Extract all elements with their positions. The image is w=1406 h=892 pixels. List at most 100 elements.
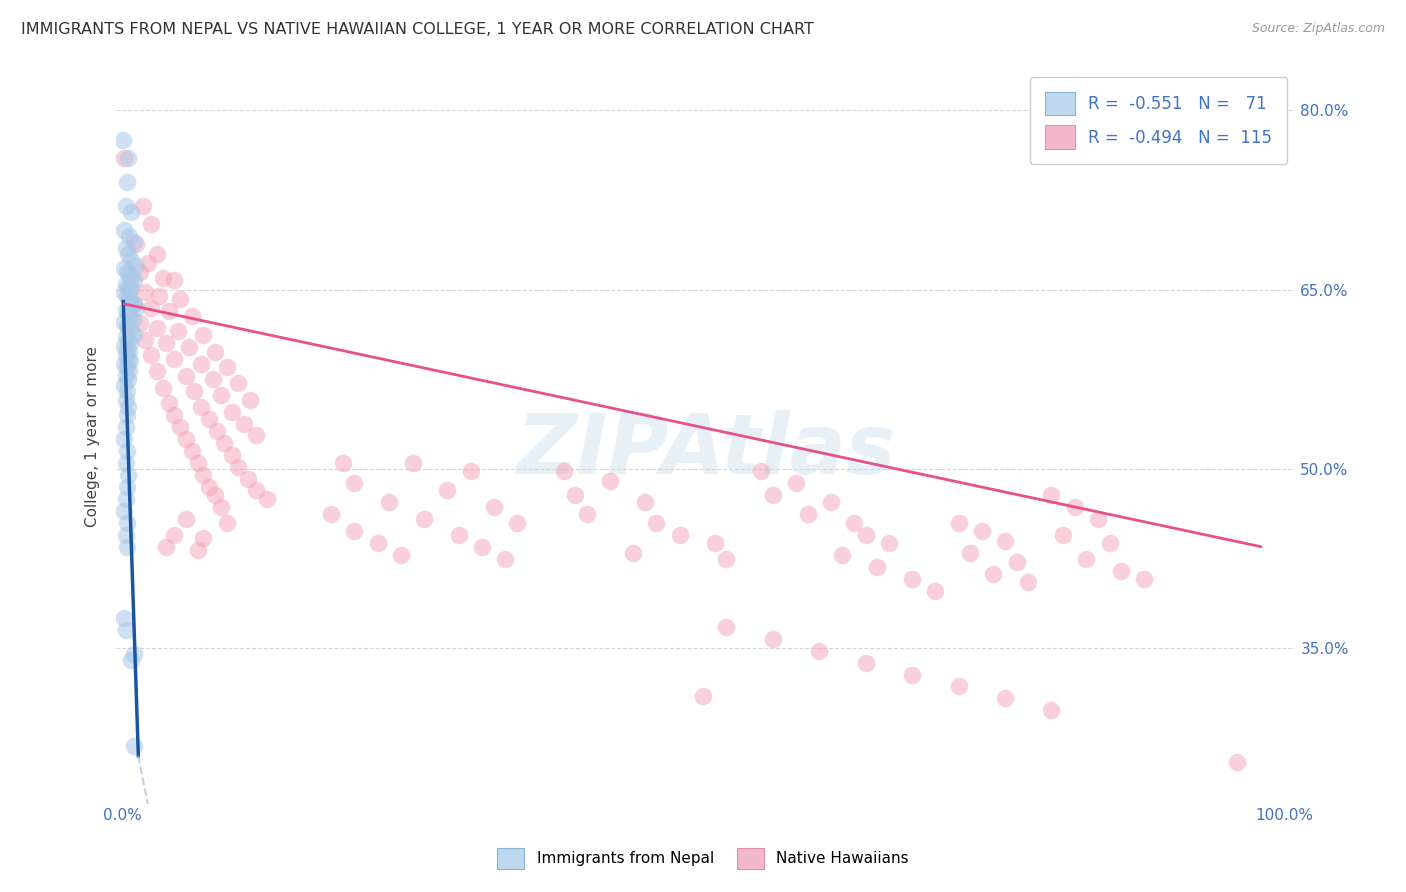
Point bbox=[114, 277, 136, 291]
Point bbox=[115, 384, 138, 399]
Point bbox=[112, 339, 135, 353]
Point bbox=[193, 531, 215, 545]
Point bbox=[118, 344, 141, 359]
Point bbox=[115, 408, 138, 422]
Point bbox=[115, 265, 138, 279]
Point bbox=[115, 444, 138, 458]
Point bbox=[207, 424, 229, 438]
Point bbox=[831, 548, 853, 562]
Point bbox=[112, 285, 135, 299]
Point bbox=[120, 270, 142, 285]
Point bbox=[190, 357, 212, 371]
Point bbox=[1226, 755, 1249, 769]
Point bbox=[115, 175, 138, 189]
Point bbox=[152, 381, 174, 395]
Point bbox=[714, 551, 737, 566]
Point bbox=[122, 273, 145, 287]
Point bbox=[209, 388, 232, 402]
Point bbox=[169, 420, 191, 434]
Point bbox=[785, 476, 807, 491]
Point bbox=[436, 483, 458, 498]
Point bbox=[321, 508, 343, 522]
Point bbox=[114, 491, 136, 506]
Legend: R =  -0.551   N =   71, R =  -0.494   N =  115: R = -0.551 N = 71, R = -0.494 N = 115 bbox=[1029, 77, 1286, 164]
Point bbox=[132, 199, 155, 213]
Point bbox=[645, 516, 668, 530]
Point bbox=[114, 420, 136, 434]
Point bbox=[112, 432, 135, 446]
Point bbox=[120, 294, 142, 309]
Point bbox=[114, 392, 136, 407]
Point bbox=[174, 368, 197, 383]
Point bbox=[599, 474, 621, 488]
Point bbox=[112, 611, 135, 625]
Point bbox=[146, 321, 169, 335]
Point bbox=[114, 624, 136, 638]
Point bbox=[118, 291, 141, 305]
Point bbox=[190, 400, 212, 414]
Point bbox=[901, 572, 924, 586]
Point bbox=[134, 285, 156, 299]
Point bbox=[948, 516, 970, 530]
Point bbox=[1052, 527, 1074, 541]
Point bbox=[155, 336, 177, 351]
Point bbox=[120, 283, 142, 297]
Point bbox=[215, 516, 238, 530]
Point bbox=[115, 516, 138, 530]
Point bbox=[117, 333, 139, 347]
Point bbox=[112, 151, 135, 165]
Point bbox=[994, 533, 1017, 548]
Point bbox=[125, 301, 148, 315]
Point bbox=[236, 471, 259, 485]
Point bbox=[115, 480, 138, 494]
Point bbox=[245, 428, 267, 442]
Point bbox=[187, 543, 209, 558]
Point bbox=[117, 307, 139, 321]
Point bbox=[114, 199, 136, 213]
Point bbox=[118, 228, 141, 243]
Point bbox=[749, 464, 772, 478]
Point bbox=[506, 516, 529, 530]
Point bbox=[114, 456, 136, 470]
Point bbox=[714, 620, 737, 634]
Point bbox=[118, 321, 141, 335]
Point bbox=[204, 344, 226, 359]
Point bbox=[214, 435, 236, 450]
Point bbox=[174, 512, 197, 526]
Point bbox=[152, 270, 174, 285]
Point bbox=[495, 551, 517, 566]
Legend: Immigrants from Nepal, Native Hawaiians: Immigrants from Nepal, Native Hawaiians bbox=[491, 841, 915, 875]
Point bbox=[209, 500, 232, 515]
Point bbox=[166, 325, 188, 339]
Point bbox=[233, 417, 256, 431]
Point bbox=[118, 267, 141, 281]
Point bbox=[201, 372, 224, 386]
Point bbox=[115, 288, 138, 302]
Point bbox=[855, 527, 877, 541]
Point bbox=[146, 247, 169, 261]
Point bbox=[855, 656, 877, 670]
Text: Source: ZipAtlas.com: Source: ZipAtlas.com bbox=[1251, 22, 1385, 36]
Point bbox=[215, 360, 238, 375]
Point bbox=[146, 364, 169, 378]
Text: ZIPAtlas: ZIPAtlas bbox=[516, 410, 896, 491]
Point bbox=[901, 667, 924, 681]
Point bbox=[668, 527, 690, 541]
Point bbox=[482, 500, 505, 515]
Point bbox=[762, 632, 785, 646]
Point bbox=[118, 364, 141, 378]
Point bbox=[120, 280, 142, 294]
Point bbox=[994, 691, 1017, 706]
Point bbox=[575, 508, 598, 522]
Point bbox=[948, 680, 970, 694]
Point bbox=[1040, 703, 1063, 717]
Point bbox=[122, 235, 145, 249]
Point bbox=[221, 448, 243, 462]
Point bbox=[114, 527, 136, 541]
Point bbox=[114, 368, 136, 383]
Point bbox=[163, 351, 186, 366]
Point bbox=[117, 151, 139, 165]
Point bbox=[112, 315, 135, 329]
Point bbox=[114, 302, 136, 317]
Point bbox=[120, 325, 142, 339]
